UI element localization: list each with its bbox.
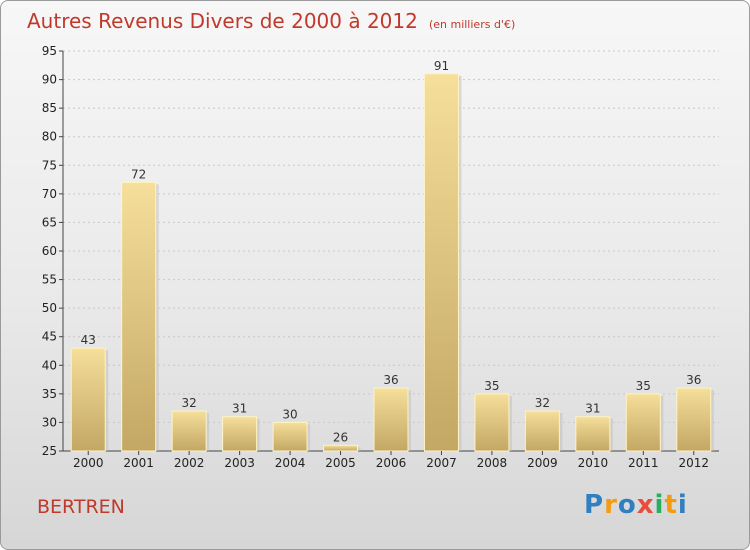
x-tick-label: 2005 — [325, 456, 356, 470]
bar-value-label: 32 — [182, 396, 197, 410]
y-tick-label: 45 — [42, 330, 57, 344]
y-tick-label: 65 — [42, 215, 57, 229]
y-tick-label: 40 — [42, 358, 57, 372]
y-tick-label: 75 — [42, 158, 57, 172]
logo-letter: P — [584, 490, 605, 520]
bar-value-label: 43 — [81, 333, 96, 347]
chart-title-text: Autres Revenus Divers de 2000 à 2012 — [27, 9, 418, 33]
x-tick-label: 2003 — [224, 456, 255, 470]
y-tick-label: 85 — [42, 101, 57, 115]
x-tick-label: 2006 — [376, 456, 407, 470]
x-tick-label: 2000 — [73, 456, 104, 470]
bar — [121, 181, 157, 452]
bar — [171, 410, 207, 452]
logo-letter: r — [604, 490, 618, 520]
logo-letter: i — [654, 490, 665, 520]
y-tick-label: 55 — [42, 273, 57, 287]
bar — [575, 416, 611, 452]
x-tick-label: 2009 — [527, 456, 558, 470]
bar-value-label: 31 — [585, 402, 600, 416]
bar-value-label: 91 — [434, 59, 449, 73]
bar — [222, 416, 258, 452]
y-tick-label: 30 — [42, 415, 57, 429]
chart-unit: (en milliers d'€) — [428, 18, 516, 31]
logo-letter: o — [617, 490, 637, 520]
y-tick-label: 60 — [42, 244, 57, 258]
bar-value-label: 30 — [282, 407, 297, 421]
x-tick-label: 2007 — [426, 456, 457, 470]
x-tick-label: 2002 — [174, 456, 205, 470]
bar-value-label: 35 — [636, 379, 651, 393]
y-tick-label: 80 — [42, 130, 57, 144]
x-tick-label: 2001 — [123, 456, 154, 470]
gridlines: 25 30 35 40 45 50 55 60 65 70 75 80 85 90 95 — [42, 44, 719, 458]
bar — [272, 421, 308, 452]
bar-value-label: 31 — [232, 402, 247, 416]
proxiti-logo: Proxiti — [584, 490, 688, 520]
x-tick-label: 2004 — [275, 456, 306, 470]
bar-value-label: 36 — [686, 373, 701, 387]
x-tick-label: 2008 — [477, 456, 508, 470]
place-name: BERTREN — [37, 496, 125, 518]
logo-letter: t — [664, 490, 678, 520]
bar — [70, 347, 106, 452]
y-tick-label: 90 — [42, 73, 57, 87]
y-tick-label: 25 — [42, 444, 57, 458]
y-tick-label: 35 — [42, 387, 57, 401]
bar-value-label: 35 — [484, 379, 499, 393]
bar-value-label: 32 — [535, 396, 550, 410]
bar — [676, 387, 712, 452]
y-tick-label: 95 — [42, 44, 57, 58]
chart-title: Autres Revenus Divers de 2000 à 2012 (en… — [27, 9, 515, 33]
bar — [474, 393, 510, 452]
logo-letter: x — [636, 490, 655, 520]
x-tick-label: 2010 — [578, 456, 609, 470]
bar — [373, 387, 409, 452]
bar — [423, 73, 459, 452]
y-tick-label: 50 — [42, 301, 57, 315]
bar — [323, 444, 359, 452]
bar-value-label: 26 — [333, 430, 348, 444]
x-tick-label: 2011 — [628, 456, 659, 470]
y-tick-label: 70 — [42, 187, 57, 201]
logo-letter: i — [677, 490, 688, 520]
bar — [625, 393, 661, 452]
bar-value-label: 72 — [131, 167, 146, 181]
bar-value-label: 36 — [383, 373, 398, 387]
bar — [524, 410, 560, 452]
x-tick-label: 2012 — [678, 456, 709, 470]
